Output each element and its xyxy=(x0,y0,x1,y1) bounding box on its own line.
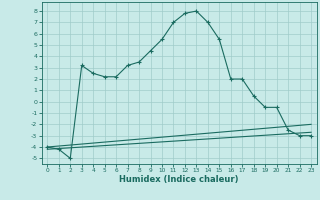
X-axis label: Humidex (Indice chaleur): Humidex (Indice chaleur) xyxy=(119,175,239,184)
